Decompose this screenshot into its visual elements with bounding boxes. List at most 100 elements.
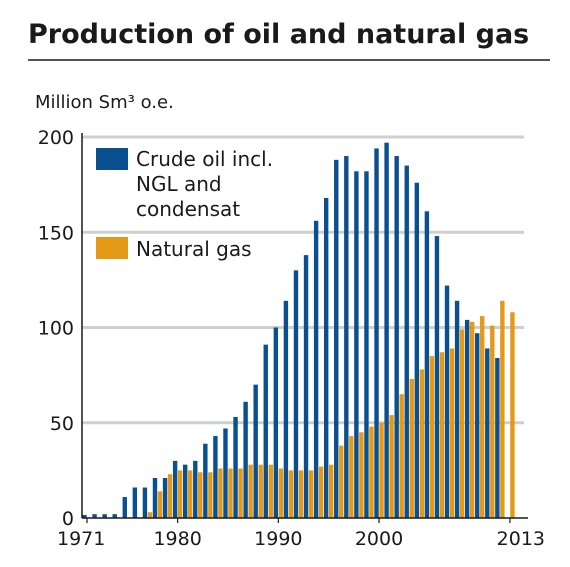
bar-oil-1993 xyxy=(303,255,309,519)
bar-gas-1992 xyxy=(298,470,304,518)
bar-oil-1987 xyxy=(243,401,248,518)
bar-oil-1977 xyxy=(142,487,148,518)
bar-gas-1994 xyxy=(318,466,324,518)
legend: Crude oil incl. NGL and condensat Natura… xyxy=(96,147,279,261)
bar-gas-1984 xyxy=(218,468,223,518)
bar-oil-1991 xyxy=(283,300,289,518)
bar-oil-2009 xyxy=(464,319,470,518)
x-tick-label: 1990 xyxy=(254,528,302,550)
legend-label-oil: Crude oil incl. NGL and condensat xyxy=(136,147,279,221)
bar-oil-2011 xyxy=(485,348,490,518)
bar-oil-1981 xyxy=(183,464,188,518)
bar-oil-1982 xyxy=(193,460,198,518)
bar-gas-1988 xyxy=(258,464,263,518)
bar-oil-1986 xyxy=(233,417,238,518)
bar-gas-2006 xyxy=(439,352,445,518)
bar-oil-2012 xyxy=(495,357,500,518)
bar-oil-2006 xyxy=(434,236,440,518)
bar-oil-1999 xyxy=(364,171,369,519)
bar-gas-1993 xyxy=(308,470,314,518)
bar-gas-1978 xyxy=(157,491,163,518)
bar-gas-1996 xyxy=(339,445,344,518)
bar-gas-2012 xyxy=(500,300,505,518)
legend-swatch-oil xyxy=(96,148,128,170)
bar-gas-1991 xyxy=(288,470,294,518)
bar-oil-1974 xyxy=(112,514,117,518)
y-tick-label: 100 xyxy=(38,318,74,340)
bars xyxy=(82,142,515,519)
bar-gas-2005 xyxy=(429,356,435,518)
y-tick-label: 150 xyxy=(38,222,74,244)
bar-oil-1989 xyxy=(263,344,268,518)
bar-oil-1980 xyxy=(172,460,178,518)
bar-oil-1998 xyxy=(354,171,359,519)
bar-gas-2009 xyxy=(469,321,475,518)
bar-gas-1990 xyxy=(278,468,284,518)
bar-gas-2010 xyxy=(480,316,485,518)
chart-title: Production of oil and natural gas xyxy=(28,19,529,50)
bar-oil-1984 xyxy=(213,436,218,518)
y-axis-unit-label: Million Sm³ o.e. xyxy=(35,92,174,113)
bar-gas-1998 xyxy=(359,432,364,518)
bar-gas-1995 xyxy=(328,464,334,518)
y-tick-labels: 0 50 100 150 200 xyxy=(38,127,74,530)
bar-oil-2001 xyxy=(384,142,389,518)
bar-gas-1997 xyxy=(349,436,354,518)
bar-oil-1995 xyxy=(323,197,329,518)
bar-oil-1978 xyxy=(152,477,158,518)
bar-gas-1981 xyxy=(188,470,193,518)
bar-oil-1990 xyxy=(273,327,279,518)
bar-oil-1992 xyxy=(293,270,299,518)
bar-oil-2007 xyxy=(444,285,450,518)
bar-gas-1999 xyxy=(369,426,374,518)
bar-oil-1975 xyxy=(122,497,127,518)
bar-oil-1976 xyxy=(132,487,138,518)
x-tick-label: 2000 xyxy=(355,528,403,550)
bar-gas-2013 xyxy=(510,312,515,518)
legend-swatch-gas xyxy=(96,237,128,259)
x-tick-label: 2013 xyxy=(497,528,545,550)
bar-oil-2004 xyxy=(414,182,420,518)
bar-oil-2000 xyxy=(374,148,379,518)
y-tick-label: 50 xyxy=(50,413,74,435)
bar-gas-1979 xyxy=(167,474,173,518)
bar-oil-1973 xyxy=(102,514,107,518)
bar-oil-1985 xyxy=(223,428,228,518)
bar-oil-2008 xyxy=(454,300,460,518)
bar-oil-1972 xyxy=(92,514,97,518)
bar-oil-2010 xyxy=(475,333,480,518)
bar-gas-2002 xyxy=(399,394,404,518)
bar-gas-1989 xyxy=(268,464,273,518)
legend-label-gas: Natural gas xyxy=(136,237,252,261)
x-tick-labels: 1971 1980 1990 2000 2013 xyxy=(57,518,545,550)
bar-oil-1997 xyxy=(344,156,349,519)
y-tick-label: 0 xyxy=(62,508,74,530)
bar-oil-1996 xyxy=(334,159,339,519)
bar-gas-1982 xyxy=(198,472,203,518)
bar-gas-2003 xyxy=(409,378,414,518)
x-tick-label: 1971 xyxy=(57,528,105,550)
bar-gas-1987 xyxy=(248,464,253,518)
bar-gas-1980 xyxy=(177,470,183,518)
bar-oil-2005 xyxy=(424,211,430,519)
bar-oil-1983 xyxy=(203,443,208,518)
x-tick-label: 1980 xyxy=(153,528,201,550)
bar-oil-1971 xyxy=(82,514,87,518)
y-tick-label: 200 xyxy=(38,127,74,149)
bar-oil-2003 xyxy=(404,165,409,518)
axes xyxy=(81,133,528,519)
bar-oil-1994 xyxy=(313,220,319,518)
bar-gas-2004 xyxy=(419,369,425,518)
bar-oil-1979 xyxy=(162,477,168,518)
bar-gas-2008 xyxy=(459,329,465,518)
bar-gas-1983 xyxy=(208,472,213,518)
bar-gas-2007 xyxy=(449,348,455,518)
bar-oil-2002 xyxy=(394,156,399,519)
bar-gas-1986 xyxy=(238,468,243,518)
bar-gas-2011 xyxy=(490,325,495,518)
bar-gas-2000 xyxy=(379,422,384,518)
bar-gas-1977 xyxy=(147,512,153,518)
bar-gas-1985 xyxy=(228,468,233,518)
bar-gas-2001 xyxy=(389,415,394,518)
